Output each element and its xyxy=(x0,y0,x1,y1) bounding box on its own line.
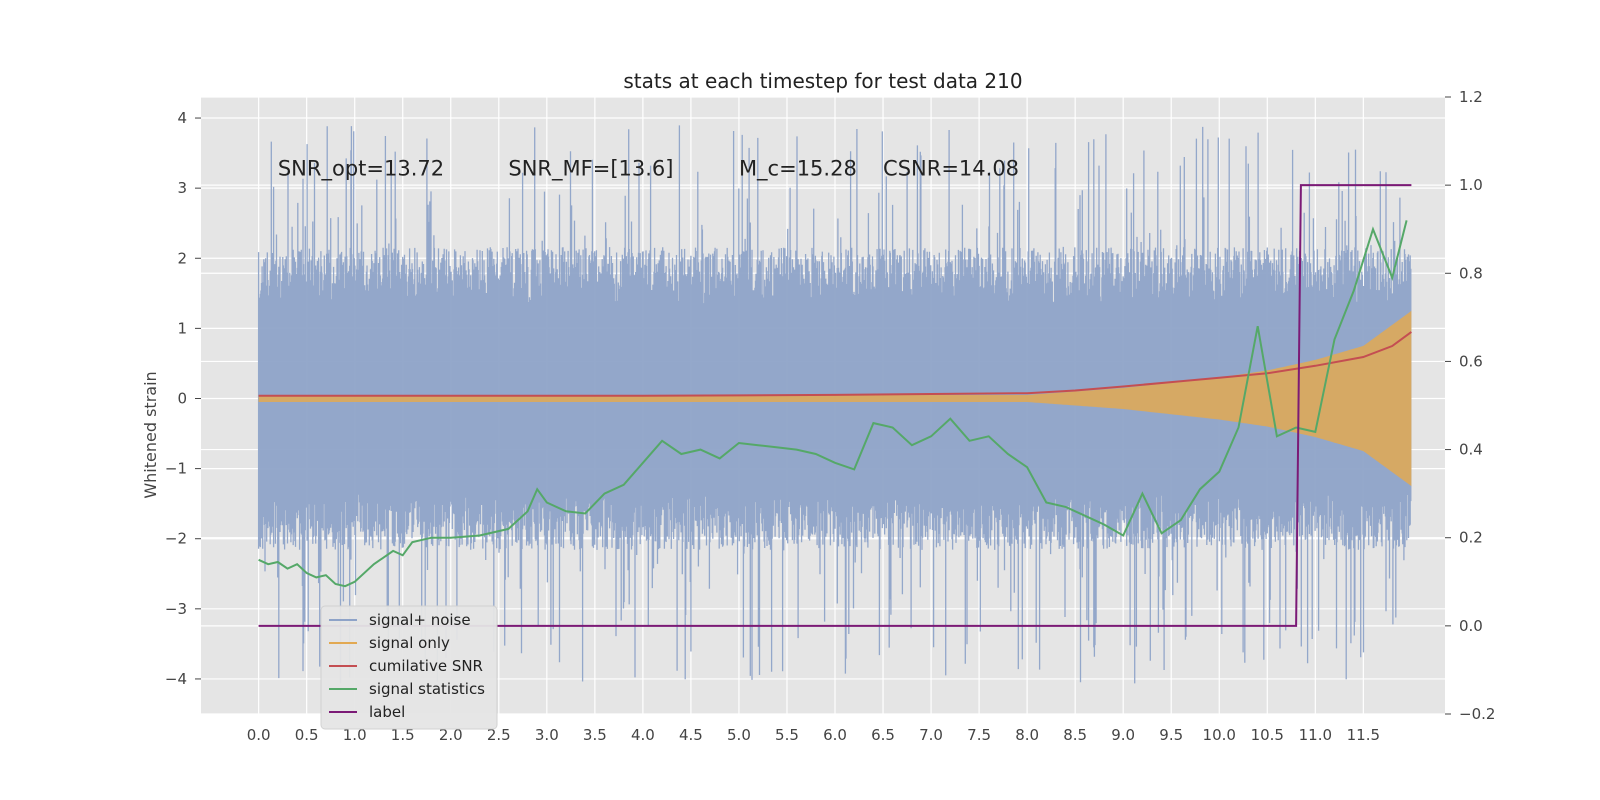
annotation-3: CSNR=14.08 xyxy=(883,157,1019,181)
legend-label: signal only xyxy=(369,634,450,652)
series-signal-only xyxy=(258,310,1412,487)
annotations: SNR_opt=13.72 SNR_MF=[13.6] M_c=15.28 CSNR=… xyxy=(278,157,1019,182)
x-tick-label: 0.0 xyxy=(247,726,271,744)
x-tick-label: 0.5 xyxy=(295,726,319,744)
series-lines xyxy=(258,184,1412,627)
x-tick-label: 1.0 xyxy=(343,726,367,744)
y-tick-label: 3 xyxy=(177,179,187,197)
y2-tick-label: 0.0 xyxy=(1459,617,1483,635)
y2-tick-label: 1.0 xyxy=(1459,176,1483,194)
chart-title: stats at each timestep for test data 210 xyxy=(623,69,1022,93)
y2-tick-label: 0.6 xyxy=(1459,352,1483,370)
x-tick-label: 2.0 xyxy=(439,726,463,744)
x-tick-label: 6.5 xyxy=(871,726,895,744)
x-tick-label: 8.5 xyxy=(1063,726,1087,744)
y-tick-label: 1 xyxy=(177,319,187,337)
axis-ticks: 0.0 0.5 1.0 1.5 2.0 2.5 3.0 3.5 4.0 4.5 5.0 5.5 6.0 6… xyxy=(165,88,1496,744)
x-tick-label: 10.5 xyxy=(1251,726,1284,744)
x-tick-label: 8.0 xyxy=(1015,726,1039,744)
x-tick-label: 6.0 xyxy=(823,726,847,744)
annotation-2: M_c=15.28 xyxy=(739,157,857,182)
y2-tick-label: 0.4 xyxy=(1459,441,1483,459)
legend: signal+ noise signal only cumilative SNR si… xyxy=(320,605,498,730)
x-tick-label: 3.5 xyxy=(583,726,607,744)
x-tick-label: 9.0 xyxy=(1111,726,1135,744)
y-tick-label: −3 xyxy=(165,600,187,618)
x-tick-label: 2.5 xyxy=(487,726,511,744)
x-tick-label: 3.0 xyxy=(535,726,559,744)
x-tick-label: 7.0 xyxy=(919,726,943,744)
series-line-4 xyxy=(258,184,1412,627)
x-tick-label: 5.0 xyxy=(727,726,751,744)
legend-label: label xyxy=(369,703,405,721)
y-tick-label: −1 xyxy=(165,460,187,478)
x-tick-label: 11.5 xyxy=(1347,726,1380,744)
x-tick-label: 9.5 xyxy=(1159,726,1183,744)
legend-label: signal statistics xyxy=(369,680,485,698)
legend-label: signal+ noise xyxy=(369,611,471,629)
x-tick-label: 1.5 xyxy=(391,726,415,744)
annotation-0: SNR_opt=13.72 xyxy=(278,157,444,182)
y2-tick-label: 0.8 xyxy=(1459,264,1483,282)
series-line-2 xyxy=(258,331,1412,397)
y2-tick-label: −0.2 xyxy=(1459,705,1495,723)
annotation-1: SNR_MF=[13.6] xyxy=(508,157,673,182)
x-tick-label: 5.5 xyxy=(775,726,799,744)
y-tick-label: −2 xyxy=(165,530,187,548)
x-tick-label: 4.0 xyxy=(631,726,655,744)
y-tick-label: 2 xyxy=(177,249,187,267)
x-tick-label: 7.5 xyxy=(967,726,991,744)
series-line-3 xyxy=(258,220,1408,588)
y-tick-label: −4 xyxy=(165,670,187,688)
y2-tick-label: 0.2 xyxy=(1459,529,1483,547)
signal-only-envelope xyxy=(258,310,1412,487)
y-tick-label: 0 xyxy=(177,389,187,407)
legend-box xyxy=(320,605,498,730)
x-tick-label: 4.5 xyxy=(679,726,703,744)
y-axis-label: Whitened strain xyxy=(141,371,160,498)
x-tick-label: 10.0 xyxy=(1203,726,1236,744)
y-tick-label: 4 xyxy=(177,109,187,127)
legend-label: cumilative SNR xyxy=(369,657,483,675)
x-tick-label: 11.0 xyxy=(1299,726,1332,744)
y2-tick-label: 1.2 xyxy=(1459,88,1483,106)
